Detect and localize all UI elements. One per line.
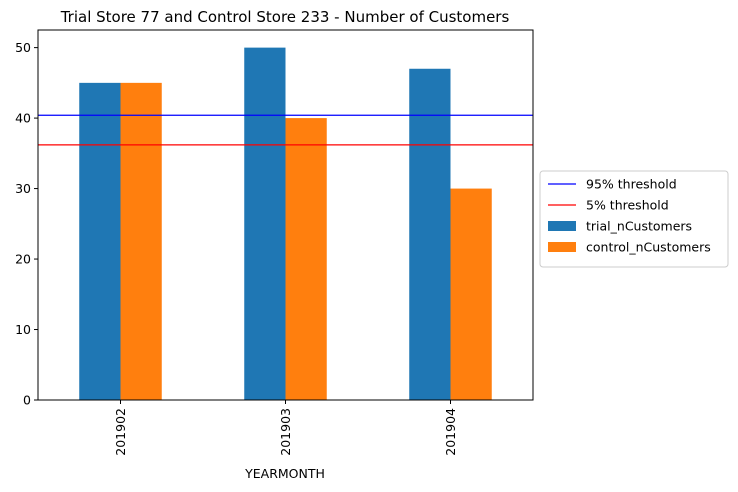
bar-trial_nCustomers-201904 [409,68,451,400]
y-tick-label-0: 0 [23,393,31,408]
x-tick-label-201902: 201902 [113,408,128,456]
legend: 95% threshold 5% threshold trial_nCustomer… [539,170,729,268]
bar-trial_nCustomers-201903 [244,47,286,400]
x-tick-label-201903: 201903 [278,408,293,456]
legend-label-hline-1: 5% threshold [586,198,669,213]
x-axis-label: YEARMONTH [244,466,325,481]
chart-title: Trial Store 77 and Control Store 233 - N… [60,8,510,26]
legend-box [539,170,729,268]
legend-label-hline-0: 95% threshold [586,177,677,192]
legend-swatch-series-0 [548,221,576,231]
x-axis: 201902 201903 201904 [113,400,458,456]
legend-label-series-1: control_nCustomers [586,240,711,255]
legend-label-series-0: trial_nCustomers [586,219,692,234]
legend-swatch-series-1 [548,242,576,252]
y-tick-label-10: 10 [15,322,31,337]
y-tick-label-30: 30 [15,181,31,196]
y-axis: 0 10 20 30 40 50 [15,40,38,408]
y-tick-label-20: 20 [15,252,31,267]
bar-control_nCustomers-201904 [450,188,492,400]
bar-control_nCustomers-201903 [285,118,327,400]
y-tick-label-50: 50 [15,40,31,55]
y-tick-label-40: 40 [15,111,31,126]
bar-control_nCustomers-201902 [120,82,162,400]
x-tick-label-201904: 201904 [443,408,458,456]
plot-area [38,47,533,400]
bar-trial_nCustomers-201902 [79,82,121,400]
